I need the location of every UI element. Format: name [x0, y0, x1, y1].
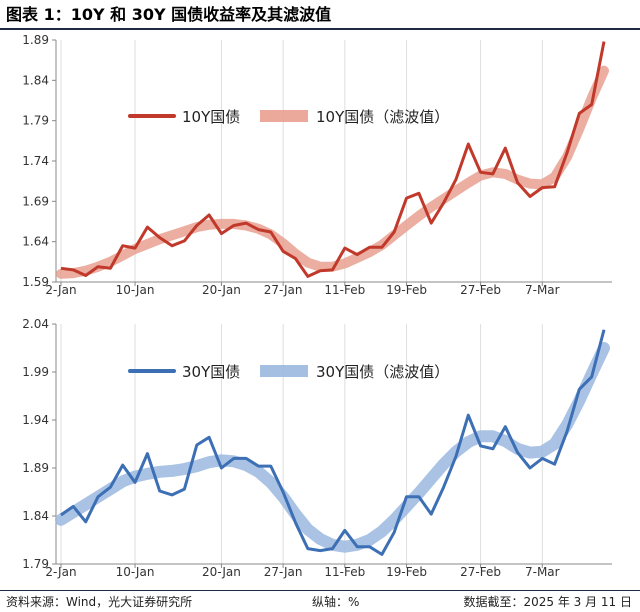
series-line-10y	[60, 41, 606, 278]
x-tick-label-10y: 27-Feb	[460, 283, 501, 297]
axis-unit-note: 纵轴：%	[312, 595, 360, 609]
x-tick-label-30y: 2-Jan	[45, 565, 76, 579]
y-tick-label-10y: 1.64	[22, 235, 49, 249]
legend-swatch-band-10y	[260, 110, 308, 122]
y-tick-label-10y: 1.74	[22, 154, 49, 168]
y-tick-label-30y: 1.79	[22, 557, 49, 571]
x-tick-label-30y: 11-Feb	[324, 565, 365, 579]
x-tick-label-30y: 10-Jan	[116, 565, 155, 579]
y-tick-label-10y: 1.79	[22, 114, 49, 128]
x-tick-label-30y: 20-Jan	[202, 565, 241, 579]
y-tick-label-10y: 1.69	[22, 194, 49, 208]
x-tick-label-10y: 2-Jan	[45, 283, 76, 297]
y-tick-label-30y: 2.04	[22, 317, 49, 331]
y-tick-label-30y: 1.89	[22, 461, 49, 475]
x-tick-label-10y: 19-Feb	[386, 283, 427, 297]
legend-label-line-10y: 10Y国债	[182, 108, 240, 126]
series-band-10y	[56, 65, 609, 279]
chart-panel-30y: 2.04 1.99 1.94 1.89 1.84 1.792-Jan 10-Jan 20-Ja…	[22, 317, 612, 579]
x-tick-label-10y: 11-Feb	[324, 283, 365, 297]
y-tick-label-30y: 1.84	[22, 509, 49, 523]
x-tick-label-30y: 7-Mar	[525, 565, 560, 579]
yield-charts: 1.891.841.791.741.691.641.592-Jan 10-Jan 2…	[22, 33, 612, 579]
x-tick-label-30y: 27-Jan	[264, 565, 303, 579]
legend-label-band-30y: 30Y国债（滤波值）	[316, 363, 449, 381]
chart-panel-10y: 1.89 1.84 1.79 1.74 1.69 1.64 1.592-Jan 10-Jan 2…	[22, 33, 612, 297]
source-note: 资料来源：Wind，光大证券研究所	[6, 595, 193, 609]
data-date-note: 数据截至：2025 年 3 月 11 日	[463, 595, 632, 609]
title-rule	[0, 28, 640, 30]
legend-swatch-band-30y	[260, 365, 308, 377]
y-tick-label-10y: 1.59	[22, 275, 49, 289]
y-tick-label-30y: 1.99	[22, 365, 49, 379]
x-tick-label-30y: 19-Feb	[386, 565, 427, 579]
series-line-30y	[60, 329, 606, 556]
y-tick-label-10y: 1.84	[22, 73, 49, 87]
x-tick-label-10y: 20-Jan	[202, 283, 241, 297]
legend-label-line-30y: 30Y国债	[182, 363, 240, 381]
x-tick-label-10y: 10-Jan	[116, 283, 155, 297]
chart-title: 图表 1：10Y 和 30Y 国债收益率及其滤波值	[6, 5, 332, 24]
x-tick-label-10y: 7-Mar	[525, 283, 560, 297]
x-tick-label-30y: 27-Feb	[460, 565, 501, 579]
y-tick-label-30y: 1.94	[22, 413, 49, 427]
legend-label-band-10y: 10Y国债（滤波值）	[316, 108, 449, 126]
y-tick-label-10y: 1.89	[22, 33, 49, 47]
footer-rule	[0, 590, 640, 591]
x-tick-label-10y: 27-Jan	[264, 283, 303, 297]
